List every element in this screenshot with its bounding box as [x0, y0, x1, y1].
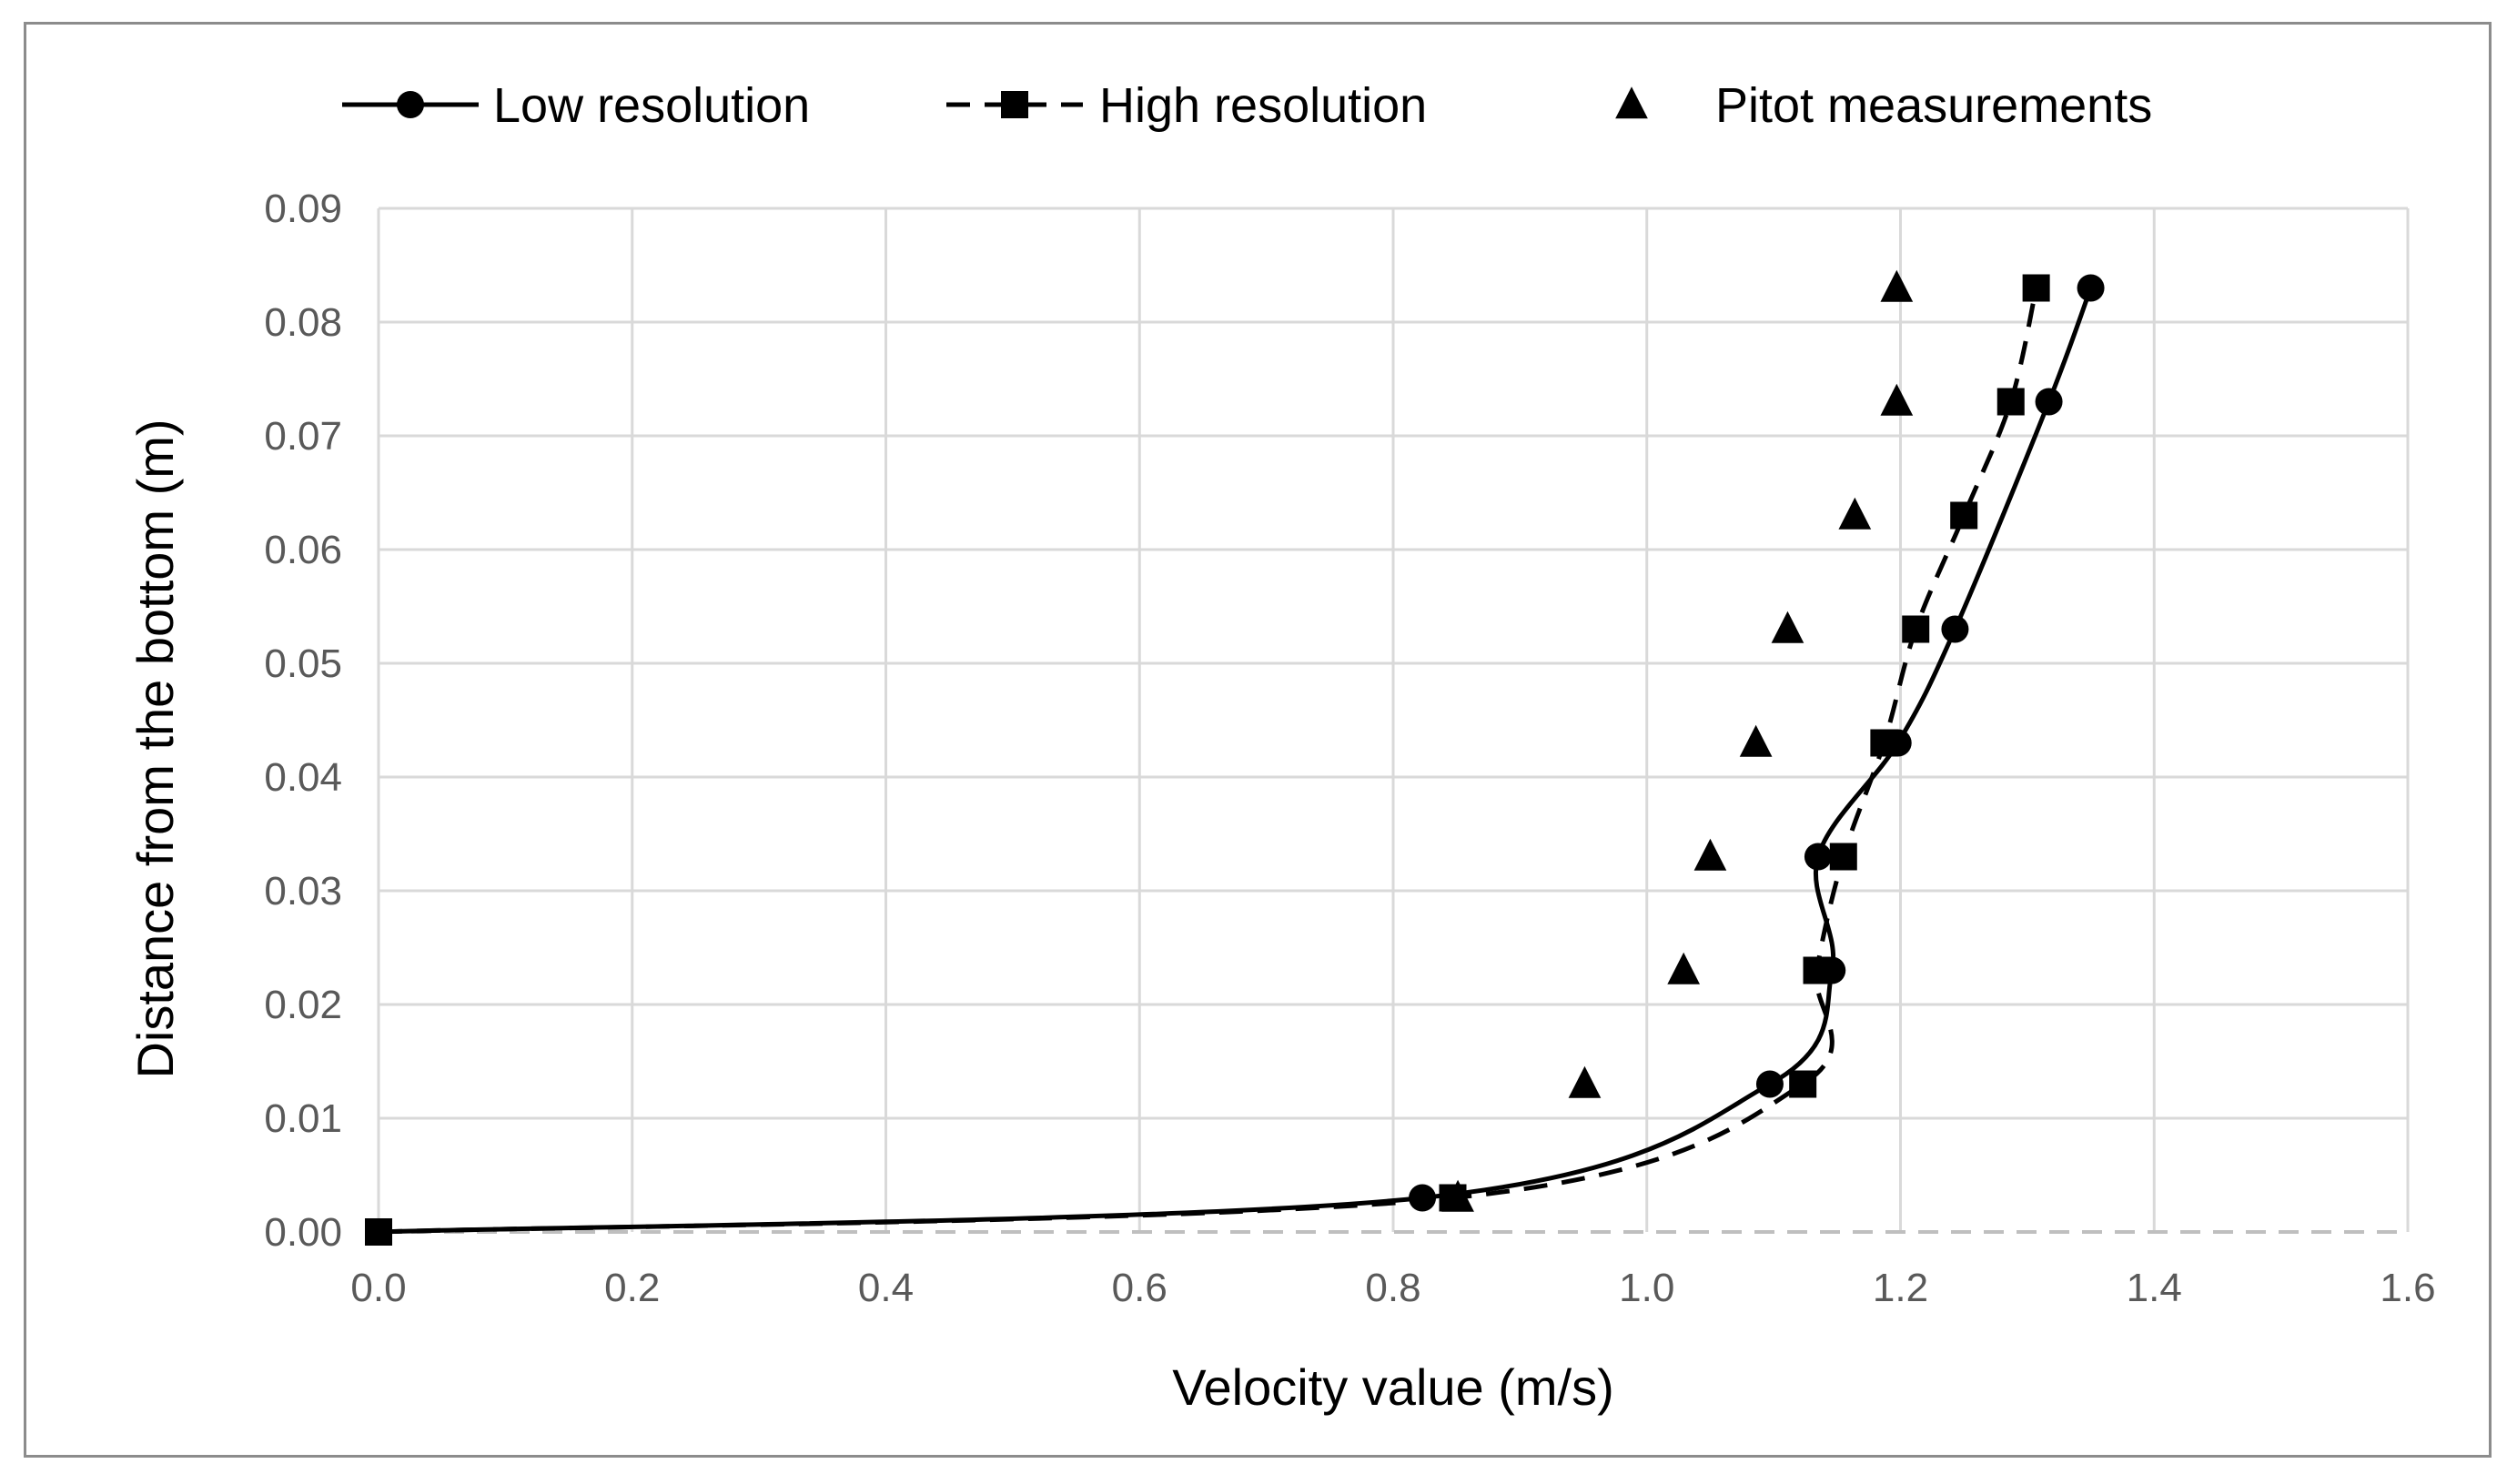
- legend-pitot-measurements-label: Pitot measurements: [1715, 78, 2152, 133]
- low-resolution-point: [1804, 843, 1832, 871]
- legend-low-resolution-label: Low resolution: [493, 78, 810, 133]
- x-tick-label: 1.6: [2380, 1266, 2435, 1310]
- low-resolution-line: [378, 287, 2093, 1235]
- high-resolution-point: [1902, 615, 1930, 643]
- pitot-measurements-point: [1880, 383, 1914, 416]
- high-resolution-point: [1803, 956, 1831, 984]
- pitot-measurements-point: [1739, 724, 1773, 757]
- pitot-measurements-point: [1771, 611, 1804, 643]
- x-tick-label: 0.6: [1112, 1266, 1168, 1310]
- low-resolution-point: [1755, 1070, 1784, 1098]
- x-axis-title: Velocity value (m/s): [1172, 1358, 1614, 1416]
- x-tick-label: 0.4: [858, 1266, 914, 1310]
- y-tick-label: 0.02: [264, 983, 342, 1027]
- legend-high-resolution-marker: [1001, 91, 1028, 118]
- series: [365, 269, 2105, 1246]
- y-tick-label: 0.08: [264, 300, 342, 345]
- x-tick-label: 1.2: [1873, 1266, 1928, 1310]
- low-resolution-point: [1941, 615, 1969, 643]
- y-tick-label: 0.05: [264, 641, 342, 686]
- y-tick-label: 0.09: [264, 187, 342, 231]
- x-tick-label: 0.2: [604, 1266, 660, 1310]
- x-tick-label: 1.4: [2127, 1266, 2182, 1310]
- high-resolution-line: [378, 287, 2039, 1235]
- x-tick-label: 1.0: [1619, 1266, 1674, 1310]
- y-tick-label: 0.01: [264, 1096, 342, 1141]
- axes: 0.0 0.2 0.4 0.6 0.8 1.0 1.2 1.4 1.6 0.00 0.01 0.02 0…: [264, 187, 2435, 1310]
- pitot-measurements-point: [1441, 1179, 1474, 1212]
- high-resolution-point: [1870, 729, 1898, 757]
- y-axis-title: Distance from the bottom (m): [126, 419, 184, 1078]
- x-tick-label: 0.8: [1365, 1266, 1420, 1310]
- pitot-measurements-point: [1838, 497, 1872, 530]
- low-resolution-point: [1409, 1184, 1437, 1212]
- high-resolution-point: [1829, 843, 1857, 871]
- legend-high-resolution-label: High resolution: [1099, 78, 1427, 133]
- y-tick-label: 0.06: [264, 528, 342, 572]
- y-tick-label: 0.04: [264, 755, 342, 800]
- pitot-measurements-point: [1693, 838, 1727, 871]
- pitot-measurements-point: [1880, 269, 1914, 302]
- grid: [379, 207, 2410, 1232]
- x-tick-label: 0.0: [350, 1266, 406, 1310]
- legend-low-resolution-marker: [397, 91, 424, 118]
- legend-pitot-measurements-marker: [1615, 86, 1648, 119]
- high-resolution-point: [1996, 388, 2025, 416]
- high-resolution-point: [365, 1218, 392, 1246]
- y-tick-label: 0.07: [264, 414, 342, 459]
- pitot-measurements-point: [1667, 952, 1701, 984]
- chart-frame: [24, 22, 2492, 1458]
- high-resolution-point: [1789, 1070, 1817, 1098]
- low-resolution-point: [2035, 388, 2063, 416]
- high-resolution-point: [2022, 274, 2050, 302]
- pitot-measurements-point: [1568, 1065, 1602, 1098]
- low-resolution-point: [2077, 274, 2105, 302]
- y-tick-label: 0.03: [264, 869, 342, 914]
- high-resolution-point: [1950, 501, 1978, 530]
- legend: Low resolution High resolution Pitot measu…: [342, 78, 2152, 133]
- y-tick-label: 0.00: [264, 1210, 342, 1255]
